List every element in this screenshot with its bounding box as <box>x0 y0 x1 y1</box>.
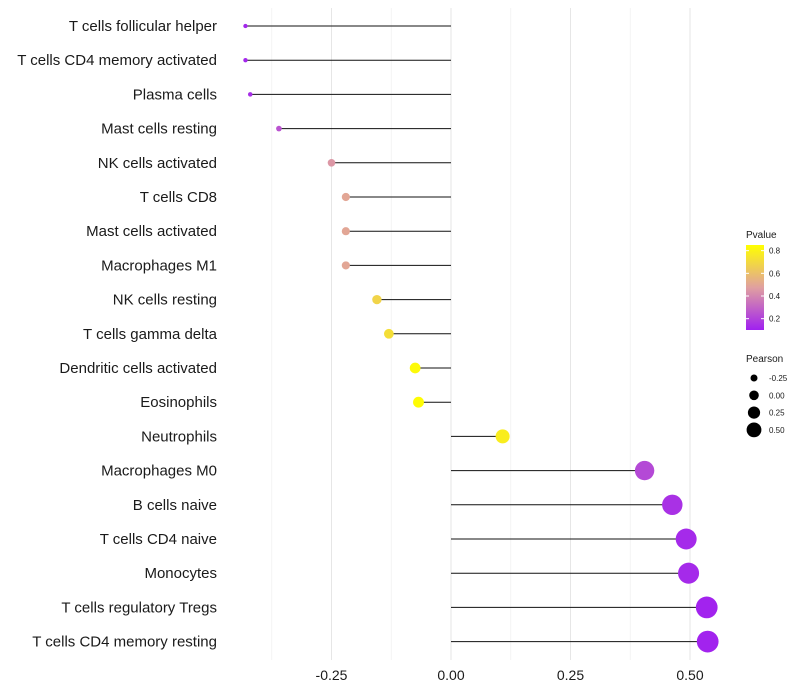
lollipop-point <box>662 494 683 516</box>
lollipop-point <box>696 630 719 653</box>
category-label: Mast cells resting <box>101 121 217 138</box>
lollipop-point <box>372 294 382 305</box>
category-label: Neutrophils <box>141 428 217 445</box>
lollipop-point <box>327 159 336 167</box>
category-label: Macrophages M1 <box>101 257 217 274</box>
x-tick-label: -0.25 <box>316 667 348 683</box>
lollipop-point <box>495 429 510 444</box>
size-legend-dot <box>747 406 761 419</box>
lollipop-points <box>243 23 719 653</box>
lollipop-point <box>341 227 350 236</box>
category-labels: T cells follicular helper T cells CD4 mem… <box>17 18 217 651</box>
category-label: T cells CD4 naive <box>100 531 217 548</box>
category-label: T cells CD4 memory activated <box>17 52 217 69</box>
lollipop-point <box>383 328 394 339</box>
lollipop-point <box>634 460 655 481</box>
category-label: Monocytes <box>144 565 217 582</box>
size-legend-dot <box>746 422 762 438</box>
colorbar-tick-label: 0.2 <box>769 315 781 324</box>
category-label: Eosinophils <box>140 394 217 411</box>
category-label: Dendritic cells activated <box>59 360 217 377</box>
size-legend-dot <box>750 374 758 382</box>
category-label: Mast cells activated <box>86 223 217 240</box>
category-label: T cells CD8 <box>140 189 217 206</box>
category-label: NK cells resting <box>113 292 217 309</box>
lollipop-point <box>409 362 421 374</box>
lollipop-point <box>243 58 248 63</box>
category-label: T cells gamma delta <box>83 326 218 343</box>
x-axis-tick-labels: -0.25 0.00 0.25 0.50 <box>316 667 704 683</box>
lollipop-stems <box>245 25 708 643</box>
category-label: B cells naive <box>133 497 217 514</box>
category-label: NK cells activated <box>98 155 217 172</box>
lollipop-point <box>695 596 718 619</box>
size-legend-dot <box>749 390 759 401</box>
lollipop-point <box>413 396 424 408</box>
category-label: T cells CD4 memory resting <box>32 634 217 651</box>
x-tick-label: 0.00 <box>437 667 464 683</box>
pearson-legend-title: Pearson <box>746 354 783 365</box>
category-label: T cells follicular helper <box>69 18 217 35</box>
pearson-legend: Pearson -0.25 0.00 0.25 0.50 <box>746 354 788 438</box>
lollipop-point <box>276 125 282 132</box>
size-legend-label: -0.25 <box>769 374 788 383</box>
x-tick-label: 0.25 <box>557 667 584 683</box>
lollipop-point <box>341 192 350 202</box>
size-legend-label: 0.25 <box>769 409 785 418</box>
lollipop-point <box>243 23 248 29</box>
category-label: Macrophages M0 <box>101 463 217 480</box>
x-tick-label: 0.50 <box>676 667 703 683</box>
colorbar-tick-label: 0.6 <box>769 269 781 278</box>
pvalue-legend: Pvalue 0.8 0.6 0.4 0.2 <box>746 230 781 330</box>
lollipop-point <box>675 528 697 550</box>
size-legend-label: 0.00 <box>769 391 785 400</box>
grid-lines <box>271 8 691 660</box>
colorbar-tick-label: 0.4 <box>769 292 781 301</box>
colorbar-tick-label: 0.8 <box>769 247 781 256</box>
lollipop-point <box>341 261 350 270</box>
size-legend-label: 0.50 <box>769 426 785 435</box>
lollipop-point <box>247 92 253 97</box>
pvalue-colorbar <box>746 245 764 330</box>
category-label: Plasma cells <box>133 86 217 103</box>
category-label: T cells regulatory Tregs <box>61 599 217 616</box>
lollipop-point <box>678 562 700 584</box>
pvalue-legend-title: Pvalue <box>746 230 777 241</box>
